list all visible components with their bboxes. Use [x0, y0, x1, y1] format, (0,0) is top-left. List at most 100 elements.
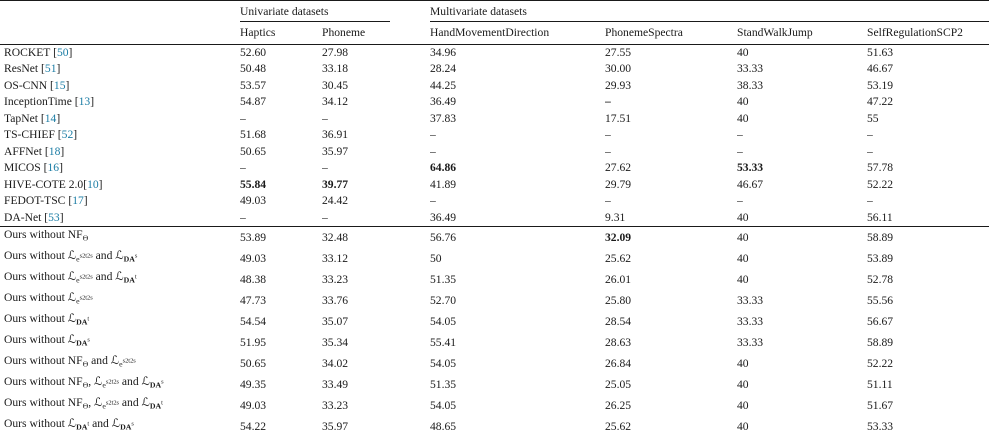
method-label: Ours without ℒes2t2s [0, 289, 240, 310]
citation-link[interactable]: 13 [78, 95, 91, 109]
value-cell: – [430, 128, 436, 142]
table-row: OS-CNN [15] 53.57 30.45 44.25 29.93 38.33 53.1… [0, 78, 989, 94]
label-segment: Θ [82, 233, 89, 243]
method-label: HIVE-COTE 2.0[10] [0, 177, 240, 193]
value-cell: 40 [737, 399, 749, 413]
value-cell: – [605, 194, 611, 208]
value-cell: 25.05 [605, 378, 632, 392]
column-group-header: Univariate datasets [240, 0, 430, 22]
method-label: MICOS [16] [0, 160, 240, 176]
label-segment: DA [149, 401, 162, 411]
table-row: DA-Net [53] – –36.49 9.31 40 56.11 [0, 210, 989, 227]
citation-link[interactable]: 16 [47, 161, 60, 175]
label-segment: ] [59, 161, 63, 175]
label-segment: ℒ [67, 310, 77, 325]
label-segment: Θ [82, 380, 89, 390]
citation-link[interactable]: 17 [72, 194, 84, 208]
method-label: OS-CNN [15] [0, 78, 240, 94]
value-cell: – [737, 144, 743, 158]
table-body: ROCKET [50] 52.60 27.98 34.96 27.55 40 51.63 Re… [0, 45, 989, 434]
citation-link[interactable]: 10 [87, 177, 99, 191]
table-head: Univariate datasets Multivariate datasets… [0, 0, 989, 45]
value-cell: 51.63 [867, 46, 894, 59]
value-cell: – [605, 95, 611, 109]
method-label: FEDOT-TSC [17] [0, 193, 240, 209]
value-cell: 50 [430, 252, 442, 266]
value-cell: 35.97 [322, 420, 349, 434]
citation-link[interactable]: 18 [48, 144, 61, 158]
label-segment: e [76, 296, 80, 306]
value-cell: 40 [737, 252, 749, 266]
label-segment: and [92, 248, 116, 262]
label-segment: DA [123, 254, 135, 264]
method-label: TapNet [14] [0, 111, 240, 127]
value-cell: – [322, 161, 328, 175]
value-cell: 32.48 [322, 225, 430, 247]
table-row: FEDOT-TSC [17] 49.03 24.42– – – – [0, 193, 989, 209]
value-cell: – [867, 144, 873, 158]
citation-link[interactable]: 52 [61, 128, 74, 142]
value-cell: – [430, 144, 436, 158]
label-segment: and [119, 395, 142, 409]
label-segment: and [119, 374, 142, 388]
value-cell: 49.03 [240, 399, 267, 413]
label-segment: ] [98, 177, 103, 191]
value-cell: 38.33 [737, 78, 764, 92]
label-segment: Ours without [4, 290, 68, 304]
table-row: TS-CHIEF [52] 51.68 36.91– – – – [0, 127, 989, 143]
label-segment: s2t2s [105, 399, 119, 407]
value-cell: – [240, 210, 246, 224]
value-cell: 37.83 [430, 111, 457, 125]
value-cell: 33.23 [322, 399, 349, 413]
value-cell: 57.78 [867, 161, 894, 175]
label-segment: ℒ [111, 415, 121, 430]
value-cell: 28.54 [605, 315, 632, 329]
label-segment: ℒ [67, 247, 77, 262]
citation-link[interactable]: 14 [44, 111, 57, 125]
method-column-header [0, 22, 240, 45]
value-cell: 54.54 [240, 315, 267, 329]
method-label: Ours without ℒes2t2s and ℒDAs [0, 247, 240, 268]
citation-link[interactable]: 50 [56, 46, 69, 59]
label-segment: s2t2s [79, 294, 93, 302]
label-segment: and [89, 416, 112, 430]
citation-link[interactable]: 51 [44, 62, 57, 76]
table-row: AFFNet [18] 50.65 35.97– – – – [0, 144, 989, 160]
value-cell: 40 [737, 46, 749, 59]
label-segment: ] [90, 95, 95, 109]
value-cell: 27.55 [605, 46, 632, 59]
value-cell: 52.22 [867, 357, 894, 371]
label-segment: ℒ [94, 373, 103, 388]
value-cell: 51.35 [430, 378, 457, 392]
value-cell: 53.89 [867, 252, 894, 266]
label-segment: s2t2s [105, 378, 119, 386]
label-segment: s [161, 378, 164, 386]
label-segment: Ours without [4, 269, 68, 283]
method-label: Ours without ℒDAt and ℒDAs [0, 415, 240, 434]
label-segment: s [131, 420, 134, 428]
value-cell: 34.02 [322, 357, 349, 371]
value-cell: 52.22 [867, 177, 894, 191]
label-segment: HIVE-COTE 2.0[ [4, 177, 88, 191]
citation-link[interactable]: 53 [48, 210, 60, 224]
method-label: DA-Net [53] [0, 210, 240, 227]
value-cell: 33.18 [322, 62, 349, 76]
value-cell: 36.49 [430, 95, 457, 109]
value-cell: 28.24 [430, 62, 457, 76]
citation-link[interactable]: 15 [53, 78, 66, 92]
value-cell: 52.78 [867, 273, 894, 287]
value-cell: 30.45 [322, 78, 349, 92]
table-row: ResNet [51] 50.48 33.18 28.24 30.00 33.33 46.6… [0, 61, 989, 77]
table-row: Ours without NFΘ, ℒes2t2s and ℒDAt 49.03 3… [0, 394, 989, 415]
column-header: Phoneme [322, 22, 430, 45]
value-cell: 40 [737, 357, 749, 371]
value-cell: 35.07 [322, 315, 349, 329]
value-cell: – [605, 128, 611, 142]
value-cell: 30.00 [605, 62, 632, 76]
value-cell: 50.65 [240, 144, 267, 158]
value-cell: 33.33 [737, 294, 764, 308]
label-segment: e [102, 380, 106, 390]
value-cell: 33.33 [737, 315, 764, 329]
label-segment: DA [76, 317, 88, 327]
